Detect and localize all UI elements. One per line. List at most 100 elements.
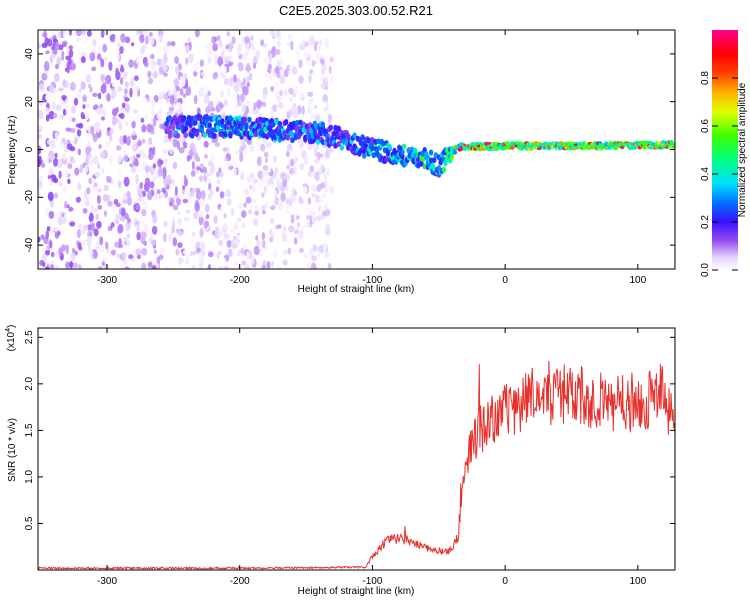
noise-blob bbox=[273, 249, 278, 259]
x-tick-label: -200 bbox=[230, 275, 250, 286]
noise-blob bbox=[302, 39, 306, 48]
noise-blob bbox=[120, 33, 126, 43]
noise-blob bbox=[137, 113, 141, 124]
noise-blob bbox=[71, 248, 76, 253]
svg-text:(x104): (x104) bbox=[5, 325, 17, 352]
noise-blob bbox=[72, 158, 77, 164]
ridge-blob bbox=[183, 125, 188, 132]
noise-blob bbox=[241, 210, 247, 218]
noise-blob bbox=[310, 262, 317, 269]
noise-blob bbox=[50, 30, 55, 38]
noise-blob bbox=[208, 100, 214, 111]
noise-blob bbox=[62, 30, 66, 35]
noise-blob bbox=[150, 107, 155, 116]
noise-blob bbox=[69, 30, 72, 36]
noise-blob bbox=[143, 200, 149, 210]
noise-blob bbox=[135, 248, 141, 256]
noise-blob bbox=[204, 153, 208, 159]
noise-blob bbox=[145, 94, 150, 99]
noise-blob bbox=[141, 196, 145, 206]
noise-blob bbox=[325, 170, 330, 178]
noise-blob bbox=[223, 213, 227, 219]
ridge-blob bbox=[202, 131, 208, 138]
noise-blob bbox=[124, 228, 128, 238]
noise-blob bbox=[95, 241, 100, 251]
noise-blob bbox=[145, 35, 149, 45]
noise-blob bbox=[126, 190, 131, 199]
noise-blob bbox=[210, 153, 216, 162]
noise-blob bbox=[222, 257, 227, 267]
noise-blob bbox=[308, 98, 312, 105]
noise-blob bbox=[219, 206, 224, 211]
ridge-blob bbox=[295, 119, 300, 126]
noise-blob bbox=[245, 196, 252, 204]
noise-blob bbox=[202, 45, 207, 55]
noise-blob bbox=[218, 250, 223, 255]
noise-blob bbox=[260, 143, 266, 152]
noise-blob bbox=[38, 42, 42, 49]
noise-blob bbox=[190, 187, 195, 197]
snr-yscale-base: (x10 bbox=[6, 331, 17, 351]
noise-blob bbox=[213, 36, 218, 42]
noise-blob bbox=[317, 46, 321, 52]
noise-blob bbox=[82, 104, 86, 110]
noise-blob bbox=[215, 171, 220, 178]
noise-blob bbox=[40, 234, 45, 240]
noise-blob bbox=[261, 205, 266, 211]
noise-blob bbox=[50, 251, 55, 258]
noise-blob bbox=[254, 205, 259, 211]
noise-blob bbox=[90, 125, 95, 136]
noise-blob bbox=[38, 181, 43, 189]
noise-blob bbox=[319, 58, 324, 64]
ridge-blob bbox=[413, 147, 418, 154]
noise-blob bbox=[296, 142, 301, 151]
noise-blob bbox=[286, 150, 290, 158]
noise-blob bbox=[188, 149, 194, 157]
noise-blob bbox=[324, 208, 331, 217]
noise-blob bbox=[134, 75, 139, 82]
noise-blob bbox=[282, 250, 288, 255]
ridge-blob bbox=[212, 132, 217, 139]
noise-blob bbox=[182, 198, 189, 204]
noise-blob bbox=[233, 74, 237, 83]
noise-blob bbox=[248, 209, 253, 214]
ridge-blob bbox=[220, 118, 225, 125]
x-tick-label: -300 bbox=[97, 576, 117, 587]
ridge-blob bbox=[428, 149, 434, 156]
noise-blob bbox=[310, 102, 315, 112]
noise-blob bbox=[169, 149, 174, 155]
noise-blob bbox=[82, 208, 88, 214]
noise-blob bbox=[54, 131, 59, 141]
noise-blob bbox=[76, 129, 82, 137]
ridge-blob bbox=[328, 124, 333, 131]
noise-blob bbox=[41, 254, 47, 260]
noise-blob bbox=[97, 188, 102, 193]
noise-blob bbox=[96, 220, 102, 229]
noise-blob bbox=[115, 145, 122, 151]
y-tick-label: 2.5 bbox=[24, 330, 35, 344]
noise-blob bbox=[58, 170, 62, 179]
noise-blob bbox=[75, 93, 81, 100]
noise-blob bbox=[97, 204, 103, 210]
noise-blob bbox=[240, 93, 245, 103]
noise-blob bbox=[269, 236, 274, 243]
noise-blob bbox=[153, 249, 157, 254]
noise-blob bbox=[87, 244, 92, 252]
noise-blob bbox=[99, 236, 104, 246]
ridge-blob bbox=[672, 142, 675, 147]
noise-blob bbox=[199, 227, 204, 238]
noise-blob bbox=[276, 30, 282, 41]
noise-blob bbox=[309, 113, 315, 120]
noise-blob bbox=[328, 65, 332, 74]
noise-blob bbox=[76, 55, 81, 65]
noise-blob bbox=[186, 155, 191, 162]
noise-blob bbox=[198, 215, 204, 226]
noise-blob bbox=[236, 217, 242, 222]
noise-blob bbox=[102, 108, 106, 118]
snr-xlabel: Height of straight line (km) bbox=[298, 586, 415, 597]
noise-blob bbox=[136, 231, 141, 241]
noise-blob bbox=[237, 43, 243, 50]
ridge-blob bbox=[284, 119, 289, 125]
noise-blob bbox=[330, 75, 334, 85]
noise-blob bbox=[274, 66, 280, 74]
